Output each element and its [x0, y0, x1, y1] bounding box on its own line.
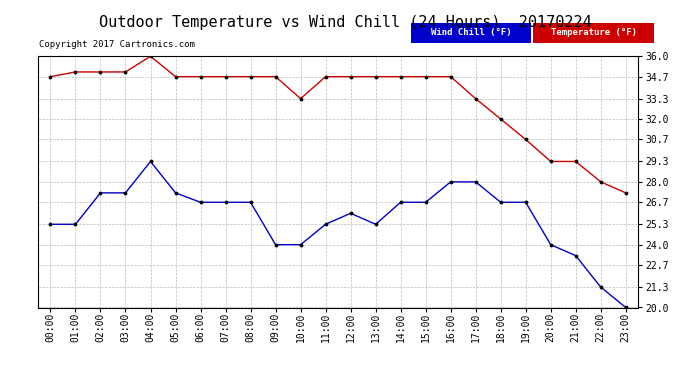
- Text: Copyright 2017 Cartronics.com: Copyright 2017 Cartronics.com: [39, 40, 195, 49]
- Text: Wind Chill (°F): Wind Chill (°F): [431, 28, 511, 38]
- Text: Outdoor Temperature vs Wind Chill (24 Hours)  20170224: Outdoor Temperature vs Wind Chill (24 Ho…: [99, 15, 591, 30]
- FancyBboxPatch shape: [533, 22, 654, 43]
- Text: Temperature (°F): Temperature (°F): [551, 28, 637, 38]
- FancyBboxPatch shape: [411, 22, 531, 43]
